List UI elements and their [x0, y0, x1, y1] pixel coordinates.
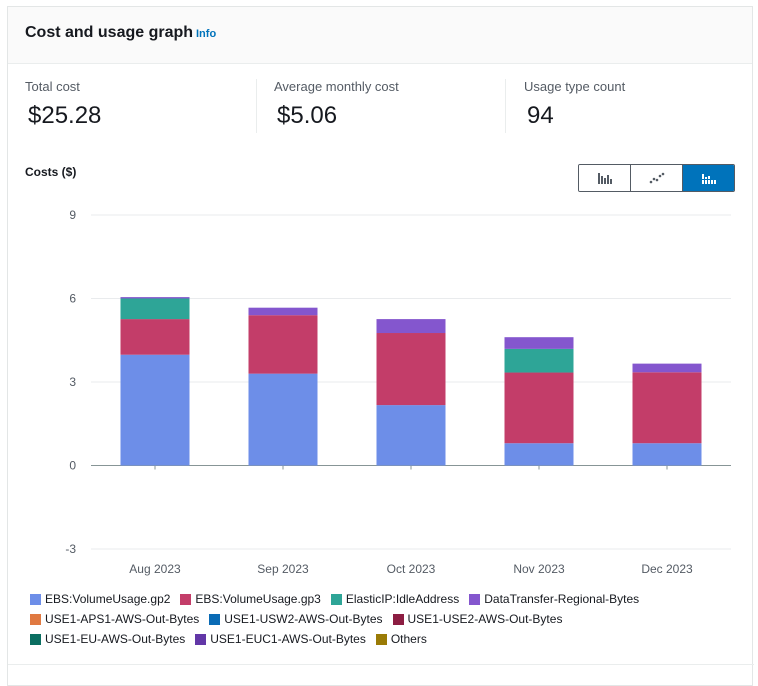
legend-row: USE1-APS1-AWS-Out-Bytes USE1-USW2-AWS-Out…: [30, 609, 750, 629]
legend-swatch: [375, 633, 387, 645]
legend-item[interactable]: DataTransfer-Regional-Bytes: [469, 592, 639, 606]
legend-swatch: [469, 593, 481, 605]
bar-segment: [248, 307, 318, 316]
stat-value: $25.28: [28, 102, 102, 129]
y-tick-label: 6: [69, 292, 76, 306]
panel-title: Cost and usage graph: [25, 24, 194, 41]
x-tick-label: Sep 2023: [257, 562, 309, 576]
legend-item[interactable]: USE1-USE2-AWS-Out-Bytes: [392, 612, 563, 626]
legend-item[interactable]: EBS:VolumeUsage.gp3: [180, 592, 321, 606]
legend-label: Others: [390, 632, 427, 646]
y-tick-label: 3: [69, 375, 76, 389]
stat-usage-type-count: Usage type count 94: [524, 79, 625, 135]
legend-label: ElasticIP:IdleAddress: [345, 592, 460, 606]
bar-segment: [120, 297, 190, 299]
bar-segment: [120, 354, 190, 466]
legend-label: USE1-EUC1-AWS-Out-Bytes: [210, 632, 366, 646]
legend-label: EBS:VolumeUsage.gp3: [195, 592, 321, 606]
legend-item[interactable]: EBS:VolumeUsage.gp2: [30, 592, 170, 606]
legend-swatch: [30, 613, 41, 625]
stat-label: Total cost: [25, 79, 80, 94]
chart-area: 9 6 3 0 -3 Aug 2023 Sep 2023 Oct 2023 Nov 2023 De…: [8, 197, 754, 577]
stacked-bar-chart-button[interactable]: [683, 165, 734, 191]
bar-segment: [376, 333, 446, 406]
legend-item[interactable]: USE1-EUC1-AWS-Out-Bytes: [195, 632, 366, 646]
stat-label: Usage type count: [524, 79, 626, 94]
stat-value: 94: [527, 102, 554, 129]
stat-divider: [505, 79, 506, 133]
info-link[interactable]: Info: [196, 28, 217, 40]
x-tick-label: Oct 2023: [387, 562, 436, 576]
x-tick-label: Aug 2023: [129, 562, 181, 576]
stat-divider: [256, 79, 257, 133]
legend-swatch: [392, 613, 404, 625]
bar-chart-button[interactable]: [579, 165, 631, 191]
legend-swatch: [209, 613, 221, 625]
legend-swatch: [30, 593, 41, 605]
legend-label: USE1-USE2-AWS-Out-Bytes: [407, 612, 563, 626]
stat-average-monthly-cost: Average monthly cost $5.06: [274, 79, 399, 135]
stat-label: Average monthly cost: [274, 79, 399, 94]
legend-item[interactable]: ElasticIP:IdleAddress: [330, 592, 460, 606]
bar-segment: [504, 372, 574, 444]
bar-segment: [632, 372, 702, 444]
legend-item[interactable]: USE1-USW2-AWS-Out-Bytes: [209, 612, 383, 626]
legend-swatch: [195, 633, 207, 645]
costs-label: Costs ($): [25, 165, 77, 179]
x-tick-label: Nov 2023: [513, 562, 565, 576]
legend-swatch: [180, 593, 192, 605]
line-chart-button[interactable]: [631, 165, 683, 191]
bar-segment: [120, 319, 190, 355]
stat-total-cost: Total cost $25.28: [25, 79, 101, 135]
legend-item[interactable]: Others: [375, 632, 427, 646]
bar-segment: [376, 405, 446, 466]
legend-swatch: [30, 633, 41, 645]
legend-item[interactable]: USE1-EU-AWS-Out-Bytes: [30, 632, 185, 646]
legend-row: USE1-EU-AWS-Out-Bytes USE1-EUC1-AWS-Out-B…: [30, 629, 750, 649]
chart-type-toggle: [578, 164, 735, 192]
legend-label: DataTransfer-Regional-Bytes: [484, 592, 640, 606]
y-tick-label: -3: [65, 542, 76, 556]
legend-row: EBS:VolumeUsage.gp2 EBS:VolumeUsage.gp3 El…: [30, 589, 750, 609]
line-chart-icon: [649, 172, 664, 184]
bar-segment: [504, 443, 574, 466]
stat-value: $5.06: [277, 102, 338, 129]
legend-label: EBS:VolumeUsage.gp2: [45, 592, 171, 606]
bar-segment: [248, 373, 318, 466]
stacked-bar-chart: 9 6 3 0 -3 Aug 2023 Sep 2023 Oct 2023 Nov 2023 De…: [65, 208, 731, 576]
chart-legend: EBS:VolumeUsage.gp2 EBS:VolumeUsage.gp3 El…: [30, 589, 750, 649]
legend-label: USE1-EU-AWS-Out-Bytes: [45, 632, 186, 646]
bar-segment: [120, 298, 190, 320]
legend-item[interactable]: USE1-APS1-AWS-Out-Bytes: [30, 612, 199, 626]
bar-segment: [632, 443, 702, 466]
legend-label: USE1-USW2-AWS-Out-Bytes: [224, 612, 383, 626]
x-tick-label: Dec 2023: [641, 562, 693, 576]
bar-segment: [504, 337, 574, 349]
y-tick-label: 0: [69, 459, 76, 473]
legend-swatch: [330, 593, 342, 605]
bar-segment: [376, 319, 446, 334]
stacked-bar-chart-icon: [701, 174, 716, 184]
bar-segment: [248, 315, 318, 374]
bar-segment: [504, 348, 574, 373]
bar-chart-icon: [597, 173, 612, 184]
legend-label: USE1-APS1-AWS-Out-Bytes: [45, 612, 200, 626]
divider: [8, 664, 754, 665]
panel-header: Cost and usage graph Info: [8, 7, 752, 64]
y-tick-label: 9: [69, 208, 76, 222]
cost-usage-panel: Cost and usage graph Info Total cost $25…: [7, 6, 754, 686]
bar-segment: [632, 363, 702, 373]
